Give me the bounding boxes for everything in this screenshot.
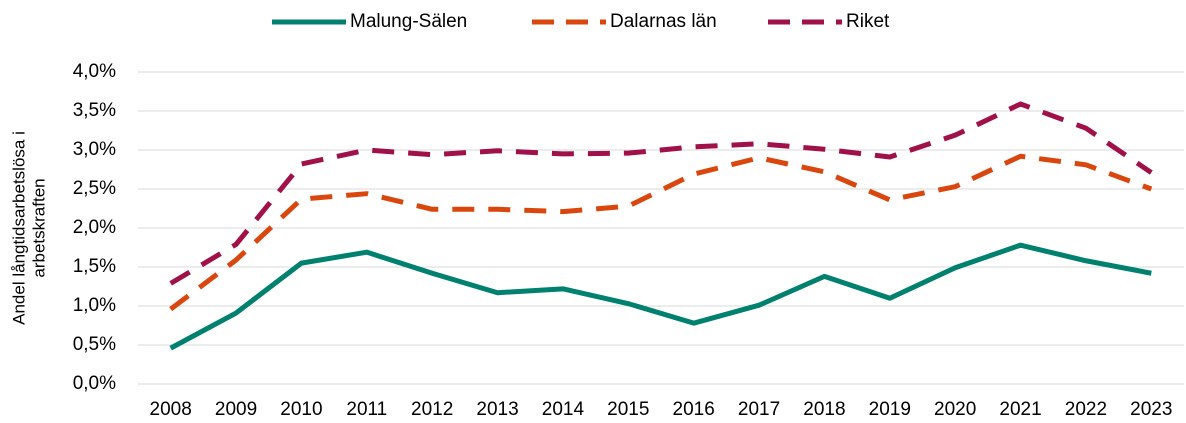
y-tick-label: 1,5%	[73, 256, 116, 277]
x-tick-label: 2013	[476, 399, 518, 420]
x-tick-label: 2012	[411, 399, 453, 420]
series-line	[169, 153, 1153, 312]
series-line	[169, 101, 1153, 286]
y-tick-label: 2,5%	[73, 178, 116, 199]
y-tick-label: 3,5%	[73, 100, 116, 121]
y-tick-label: 4,0%	[73, 61, 116, 82]
x-tick-label: 2016	[673, 399, 715, 420]
y-tick-label: 0,0%	[73, 373, 116, 394]
series-line	[169, 242, 1152, 351]
legend-label: Riket	[846, 11, 890, 32]
y-tick-label: 2,0%	[73, 217, 116, 238]
legend-label: Malung-Sälen	[350, 11, 467, 32]
x-tick-label: 2009	[215, 399, 257, 420]
x-tick-label: 2021	[999, 399, 1041, 420]
x-tick-label: 2017	[738, 399, 780, 420]
x-tick-label: 2011	[346, 399, 387, 420]
y-axis-label: arbetskraften	[29, 178, 48, 277]
x-tick-label: 2018	[803, 399, 845, 420]
y-tick-label: 1,0%	[73, 295, 116, 316]
x-tick-label: 2023	[1130, 399, 1172, 420]
y-axis-label: Andel långtidsarbetslösa i	[9, 131, 28, 325]
x-tick-label: 2010	[280, 399, 322, 420]
y-tick-label: 0,5%	[73, 334, 116, 355]
x-tick-label: 2020	[934, 399, 976, 420]
x-tick-label: 2014	[542, 399, 585, 420]
x-tick-label: 2015	[607, 399, 649, 420]
y-tick-label: 3,0%	[73, 139, 116, 160]
x-tick-label: 2019	[869, 399, 911, 420]
x-tick-label: 2008	[150, 399, 192, 420]
x-tick-label: 2022	[1065, 399, 1107, 420]
legend-label: Dalarnas län	[610, 11, 717, 32]
